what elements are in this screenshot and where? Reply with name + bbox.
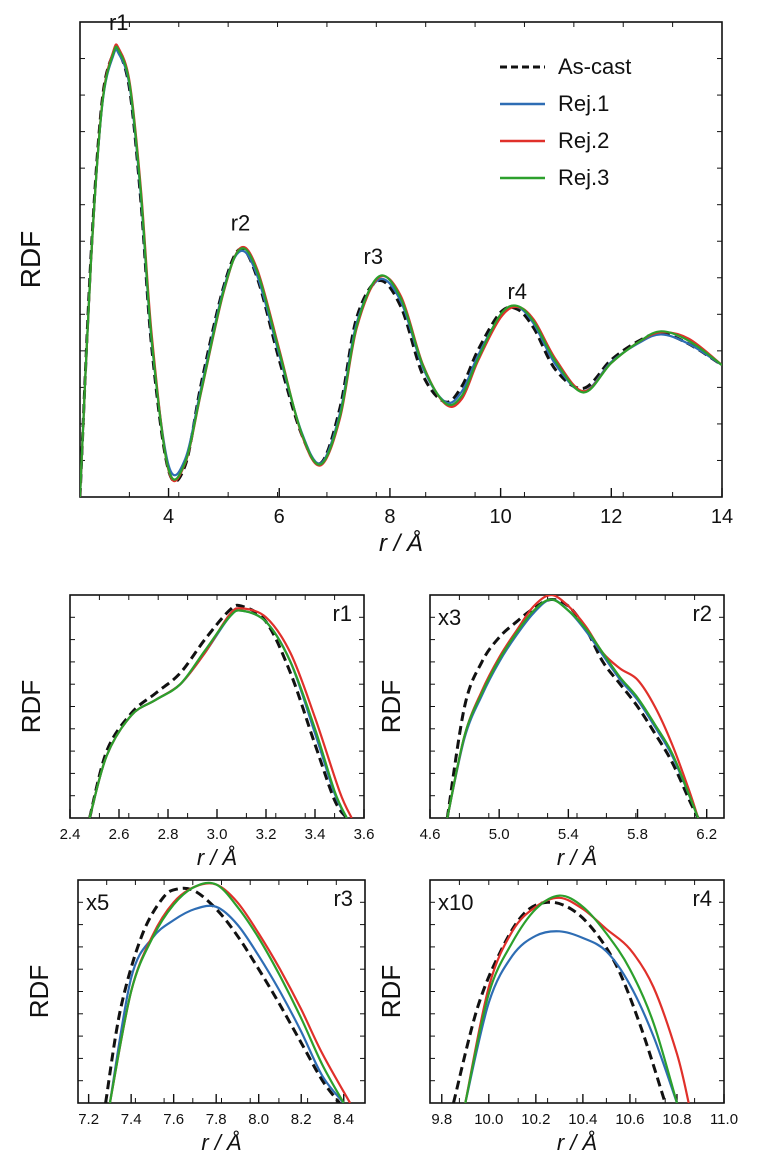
series-line-rej-1: [88, 609, 348, 818]
series-line-rej-3: [446, 598, 700, 818]
series-group: [88, 603, 353, 818]
series-group: [452, 894, 690, 1103]
panel-label: r2: [692, 601, 712, 626]
x-tick-label: 8.2: [291, 1111, 312, 1128]
y-axis-label: RDF: [16, 680, 46, 733]
y-axis-label: RDF: [15, 231, 46, 289]
x-axis-label: r / Å: [197, 845, 237, 870]
x-tick-label: 10.2: [521, 1111, 550, 1128]
legend-label: Rej.1: [558, 91, 609, 116]
x-axis-label: r / Å: [557, 1130, 597, 1155]
x-tick-label: 5.4: [558, 826, 579, 843]
series-line-as-cast: [88, 603, 349, 818]
x-tick-label: 9.8: [431, 1111, 452, 1128]
series-line-rej-3: [80, 45, 722, 497]
y-axis-label: RDF: [24, 965, 54, 1018]
series-line-rej-1: [108, 904, 345, 1103]
panel-label: r4: [692, 886, 712, 911]
x-tick-label: 7.2: [78, 1111, 99, 1128]
legend-label: Rej.3: [558, 165, 609, 190]
x-tick-label: 10.8: [662, 1111, 691, 1128]
x-tick-label: 7.6: [163, 1111, 184, 1128]
peak-label: r2: [231, 210, 251, 235]
series-group: [104, 881, 352, 1103]
x-tick-label: 11.0: [710, 1111, 738, 1128]
x-tick-label: 4.6: [420, 826, 441, 843]
x-tick-label: 4: [163, 506, 174, 528]
panel-r4: 9.8 10.0 10.2 10.4 10.6 10.8 11.0 r / Å RDF r4 x10: [376, 879, 738, 1155]
peak-label: r1: [109, 10, 129, 35]
series-line-as-cast: [80, 45, 722, 497]
panel-r3: 7.2 7.4 7.6 7.8 8.0 8.2 8.4 r / Å RDF r3 x5: [24, 879, 366, 1155]
series-line-rej-2: [464, 896, 690, 1103]
plot-frame: [79, 21, 723, 498]
x-axis-label: r / Å: [557, 845, 597, 870]
series-line-as-cast: [104, 886, 341, 1103]
x-axis-label: r / Å: [201, 1130, 241, 1155]
scale-multiplier: x5: [86, 890, 109, 915]
scale-multiplier: x10: [438, 890, 473, 915]
peak-label: r4: [507, 279, 527, 304]
legend-label: As-cast: [558, 54, 631, 79]
x-tick-label: 2.6: [109, 826, 130, 843]
x-tick-label: 3.0: [207, 826, 228, 843]
x-tick-label: 10.6: [615, 1111, 644, 1128]
panel-label: r3: [333, 886, 353, 911]
x-axis-label: r / Å: [379, 529, 423, 557]
series-group: [80, 43, 722, 497]
series-line-rej-3: [88, 609, 348, 818]
x-tick-label: 3.2: [256, 826, 277, 843]
series-line-rej-2: [446, 595, 700, 818]
x-tick-label: 6.2: [696, 826, 717, 843]
x-tick-label: 10: [489, 506, 511, 528]
scale-multiplier: x3: [438, 605, 461, 630]
panel-label: r1: [332, 601, 352, 626]
x-tick-label: 12: [600, 506, 622, 528]
x-tick-label: 5.0: [489, 826, 510, 843]
plot-frame: [429, 879, 725, 1104]
x-tick-label: 3.4: [305, 826, 326, 843]
series-line-rej-1: [446, 598, 700, 818]
x-tick-label: 3.6: [354, 826, 375, 843]
series-line-rej-3: [108, 881, 345, 1103]
series-line-as-cast: [452, 900, 667, 1103]
panel-r2: 4.6 5.0 5.4 5.8 6.2 r / Å RDF r2 x3: [376, 594, 725, 870]
x-tick-label: 8: [384, 506, 395, 528]
y-axis-label: RDF: [376, 680, 406, 733]
x-tick-label: 10.4: [568, 1111, 597, 1128]
x-tick-label: 7.4: [121, 1111, 142, 1128]
series-line-rej-3: [464, 894, 679, 1103]
panel-r1: 2.4 2.6 2.8 3.0 3.2 3.4 3.6 r / Å RDF r1: [16, 594, 375, 870]
legend-label: Rej.2: [558, 128, 609, 153]
x-tick-label: 10.0: [474, 1111, 503, 1128]
peak-label: r3: [364, 244, 384, 269]
x-tick-label: 6: [274, 506, 285, 528]
x-tick-label: 2.4: [60, 826, 81, 843]
series-group: [445, 595, 700, 818]
series-line-rej-1: [464, 930, 679, 1103]
x-tick-label: 2.8: [158, 826, 179, 843]
x-tick-label: 14: [711, 506, 733, 528]
x-tick-label: 8.0: [248, 1111, 269, 1128]
series-line-rej-1: [80, 48, 722, 497]
x-tick-label: 8.4: [333, 1111, 354, 1128]
x-tick-label: 5.8: [627, 826, 648, 843]
plot-frame: [69, 594, 365, 819]
series-line-rej-2: [88, 607, 353, 818]
series-line-rej-2: [80, 43, 722, 497]
y-axis-label: RDF: [376, 965, 406, 1018]
series-line-as-cast: [445, 597, 700, 818]
panel-main: 4 6 8 10 12 14 r / Å RDF r1 r2 r3 r4 As-cast Rej.1 Rej…: [15, 10, 733, 557]
x-tick-label: 7.8: [206, 1111, 227, 1128]
legend: As-cast Rej.1 Rej.2 Rej.3: [500, 54, 631, 190]
